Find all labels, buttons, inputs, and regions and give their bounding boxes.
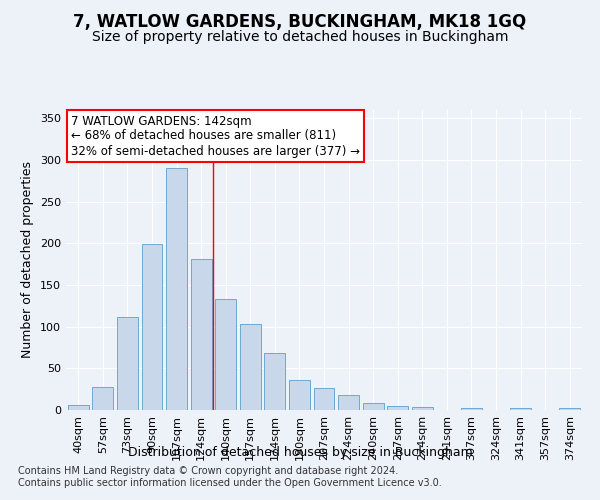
Bar — [289, 380, 310, 410]
Bar — [338, 395, 359, 410]
Bar — [191, 259, 212, 410]
Bar — [510, 408, 531, 410]
Bar — [559, 408, 580, 410]
Bar — [314, 388, 334, 410]
Text: Size of property relative to detached houses in Buckingham: Size of property relative to detached ho… — [92, 30, 508, 44]
Bar — [166, 168, 187, 410]
Bar — [117, 316, 138, 410]
Bar — [68, 405, 89, 410]
Y-axis label: Number of detached properties: Number of detached properties — [22, 162, 34, 358]
Bar — [461, 408, 482, 410]
Text: 7, WATLOW GARDENS, BUCKINGHAM, MK18 1GQ: 7, WATLOW GARDENS, BUCKINGHAM, MK18 1GQ — [73, 12, 527, 30]
Bar — [215, 299, 236, 410]
Bar — [265, 354, 286, 410]
Text: 7 WATLOW GARDENS: 142sqm
← 68% of detached houses are smaller (811)
32% of semi-: 7 WATLOW GARDENS: 142sqm ← 68% of detach… — [71, 114, 360, 158]
Bar — [142, 244, 163, 410]
Text: Distribution of detached houses by size in Buckingham: Distribution of detached houses by size … — [128, 446, 472, 459]
Bar — [412, 406, 433, 410]
Bar — [240, 324, 261, 410]
Bar — [92, 386, 113, 410]
Bar — [362, 404, 383, 410]
Text: Contains HM Land Registry data © Crown copyright and database right 2024.
Contai: Contains HM Land Registry data © Crown c… — [18, 466, 442, 487]
Bar — [387, 406, 408, 410]
